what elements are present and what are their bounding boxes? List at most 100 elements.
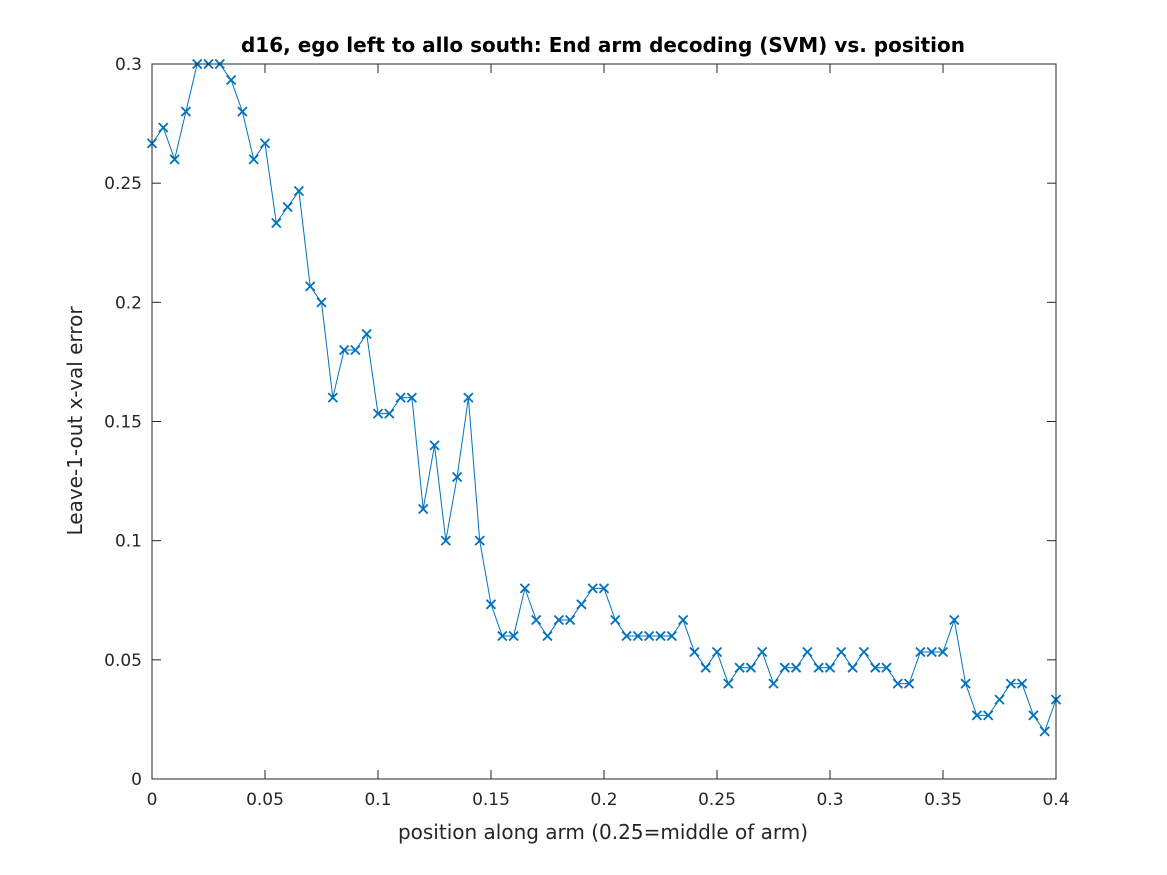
data-point-marker xyxy=(960,678,971,689)
chart-title: d16, ego left to allo south: End arm dec… xyxy=(241,33,965,57)
data-point-marker xyxy=(169,154,180,165)
data-point-marker xyxy=(576,599,587,610)
data-point-marker xyxy=(858,646,870,658)
data-point-marker xyxy=(305,281,316,292)
x-tick-label: 0.15 xyxy=(472,790,510,810)
data-point-marker xyxy=(316,297,327,308)
data-point-marker xyxy=(1028,710,1039,721)
data-point-marker xyxy=(621,630,632,642)
data-point-marker xyxy=(158,122,169,133)
data-point-marker xyxy=(926,646,937,658)
data-point-marker xyxy=(881,662,892,673)
data-point-marker xyxy=(282,201,293,213)
x-tick-label: 0.1 xyxy=(364,790,391,810)
x-tick-label: 0.4 xyxy=(1042,790,1069,810)
data-point-marker xyxy=(361,328,372,340)
data-point-marker xyxy=(338,344,350,356)
plot-frame xyxy=(151,63,1057,780)
data-point-marker xyxy=(259,138,271,149)
data-point-marker xyxy=(903,678,915,689)
data-point-marker xyxy=(598,583,610,594)
data-point-marker xyxy=(610,614,621,626)
data-point-marker xyxy=(248,154,259,165)
data-point-marker xyxy=(497,630,508,642)
data-point-marker xyxy=(474,535,485,546)
data-point-marker xyxy=(395,392,406,403)
plot-area xyxy=(152,64,1056,779)
data-point-marker xyxy=(824,662,836,673)
data-point-marker xyxy=(542,630,553,642)
data-point-marker xyxy=(508,630,519,642)
data-point-marker xyxy=(587,583,598,594)
data-point-marker xyxy=(655,630,666,642)
data-point-marker xyxy=(689,646,700,658)
x-tick-label: 0.3 xyxy=(816,790,843,810)
data-point-marker xyxy=(870,662,881,673)
data-point-marker xyxy=(237,106,248,117)
y-axis-label: Leave-1-out x-val error xyxy=(63,306,87,536)
x-tick-label: 0.05 xyxy=(246,790,284,810)
data-point-marker xyxy=(180,106,192,117)
x-tick-label: 0.35 xyxy=(924,790,962,810)
data-point-marker xyxy=(632,630,644,642)
data-point-marker xyxy=(677,614,689,626)
data-point-marker xyxy=(836,646,847,658)
data-point-marker xyxy=(666,630,677,642)
data-point-marker xyxy=(271,217,282,229)
data-point-marker xyxy=(451,471,463,483)
y-tick-label: 0 xyxy=(131,770,142,790)
data-point-marker xyxy=(847,662,858,673)
data-point-marker xyxy=(892,678,903,689)
data-point-marker xyxy=(384,408,395,419)
data-point-marker xyxy=(757,646,768,658)
data-point-marker xyxy=(327,392,338,403)
data-point-marker xyxy=(711,646,723,658)
y-tick-label: 0.1 xyxy=(115,532,142,552)
data-point-marker xyxy=(949,614,960,626)
data-point-marker xyxy=(1016,678,1028,689)
data-point-marker xyxy=(983,710,994,721)
data-point-marker xyxy=(1039,726,1050,737)
data-point-marker xyxy=(813,662,824,673)
data-point-marker xyxy=(429,440,440,451)
data-point-marker xyxy=(915,646,926,658)
data-point-marker xyxy=(802,646,813,658)
data-point-marker xyxy=(1005,678,1016,689)
data-point-marker xyxy=(937,646,949,658)
data-point-marker xyxy=(994,694,1005,705)
x-tick-label: 0 xyxy=(147,790,158,810)
data-point-marker xyxy=(723,678,734,689)
data-point-marker xyxy=(564,614,576,626)
data-point-marker xyxy=(644,630,655,642)
data-point-marker xyxy=(519,583,531,594)
data-point-marker xyxy=(745,662,757,673)
data-point-marker xyxy=(734,662,745,673)
data-point-marker xyxy=(225,74,237,86)
data-point-marker xyxy=(372,408,384,419)
data-point-marker xyxy=(531,614,542,626)
data-point-marker xyxy=(293,185,305,197)
data-point-marker xyxy=(971,710,983,721)
x-tick-labels: 0 0.05 0.1 0.15 0.2 0.25 0.3 0.35 0.4 xyxy=(147,790,1070,810)
x-tick-label: 0.25 xyxy=(698,790,736,810)
x-axis-label: position along arm (0.25=middle of arm) xyxy=(398,820,808,844)
data-point-marker xyxy=(553,614,564,626)
y-tick-label: 0.25 xyxy=(104,174,142,194)
data-point-marker xyxy=(440,535,451,546)
y-tick-label: 0.2 xyxy=(115,293,142,313)
data-point-marker xyxy=(485,599,497,610)
data-point-marker xyxy=(350,344,361,356)
data-point-marker xyxy=(790,662,802,673)
data-point-marker xyxy=(768,678,779,689)
data-point-marker xyxy=(700,662,711,673)
data-point-marker xyxy=(463,392,474,403)
y-tick-labels: 0 0.05 0.1 0.15 0.2 0.25 0.3 xyxy=(104,55,142,790)
y-tick-label: 0.3 xyxy=(115,55,142,75)
data-point-marker xyxy=(418,503,429,515)
y-tick-label: 0.05 xyxy=(104,651,142,671)
data-point-marker xyxy=(779,662,790,673)
x-tick-label: 0.2 xyxy=(590,790,617,810)
data-point-marker xyxy=(406,392,418,403)
